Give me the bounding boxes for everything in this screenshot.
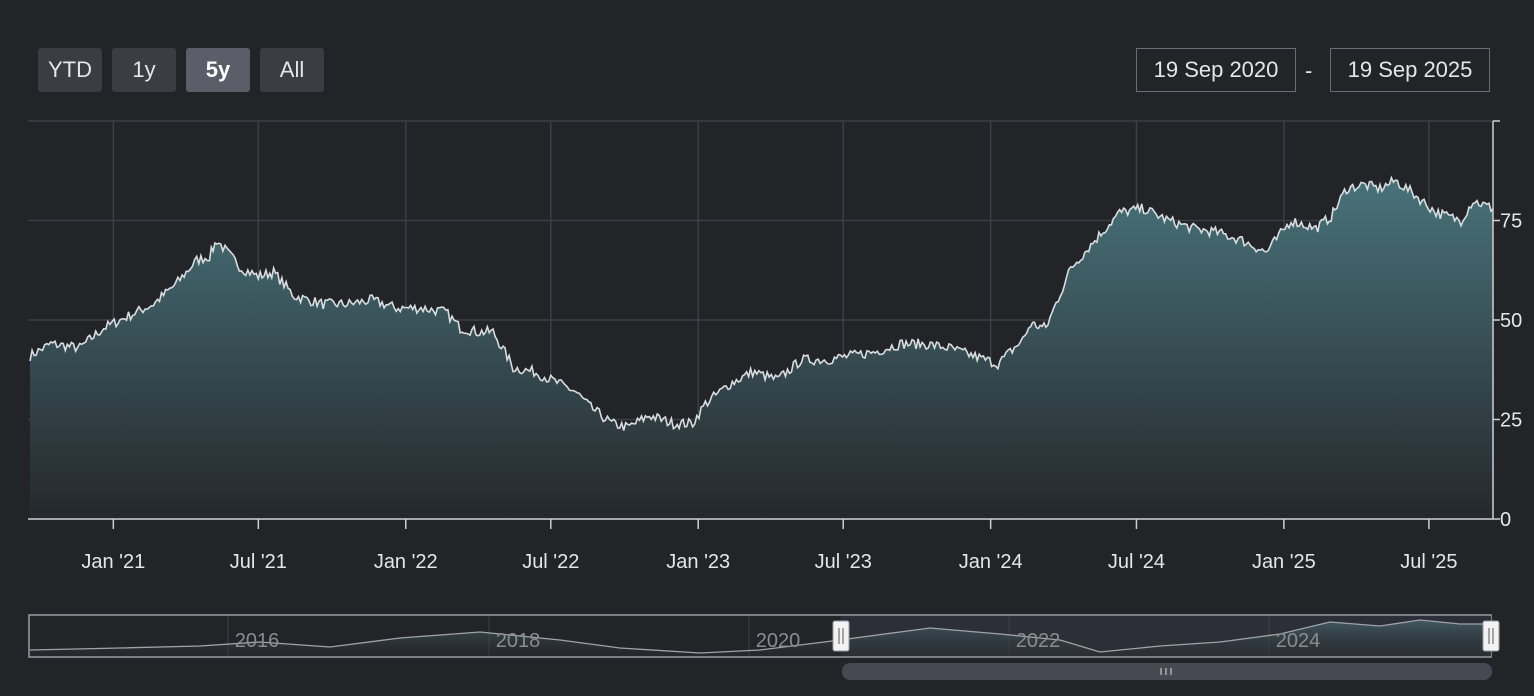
range-button-ytd[interactable]: YTD	[38, 48, 102, 92]
navigator-label: 2016	[235, 630, 280, 652]
x-tick-label: Jan '24	[959, 551, 1023, 573]
x-tick-label: Jul '25	[1400, 551, 1457, 573]
navigator[interactable]: 2016 2018 2020 2022 2024	[28, 614, 1500, 658]
x-tick-label: Jul '23	[815, 551, 872, 573]
range-button-5y[interactable]: 5y	[186, 48, 250, 92]
x-tick-label: Jul '24	[1108, 551, 1165, 573]
navigator-left-handle[interactable]	[832, 620, 850, 652]
x-tick-label: Jul '22	[522, 551, 579, 573]
range-button-all[interactable]: All	[260, 48, 324, 92]
navigator-right-handle[interactable]	[1482, 620, 1500, 652]
x-tick-label: Jul '21	[230, 551, 287, 573]
y-tick-label: 75	[1500, 211, 1522, 233]
to-date-input[interactable]: 19 Sep 2025	[1330, 48, 1490, 92]
from-date-input[interactable]: 19 Sep 2020	[1136, 48, 1296, 92]
navigator-label: 2024	[1276, 630, 1321, 652]
x-tick-label: Jan '22	[374, 551, 438, 573]
scrollbar-thumb[interactable]	[842, 663, 1492, 680]
price-line	[29, 175, 1494, 431]
scrollbar[interactable]	[842, 663, 1492, 680]
date-range-separator: -	[1305, 58, 1313, 83]
axes	[28, 120, 1500, 529]
navigator-label: 2022	[1016, 630, 1061, 652]
x-tick-label: Jan '25	[1252, 551, 1316, 573]
y-tick-label: 0	[1500, 509, 1511, 531]
navigator-label: 2018	[496, 630, 541, 652]
y-tick-label: 25	[1500, 410, 1522, 432]
y-tick-label: 50	[1500, 310, 1522, 332]
price-area	[30, 177, 1493, 519]
x-tick-label: Jan '21	[81, 551, 145, 573]
x-axis-labels: Jan '21 Jul '21 Jan '22 Jul '22 Jan '23 Jul '…	[81, 551, 1457, 573]
x-tick-label: Jan '23	[666, 551, 730, 573]
y-axis-labels: 0 25 50 75	[1500, 211, 1522, 532]
range-button-1y[interactable]: 1y	[112, 48, 176, 92]
navigator-label: 2020	[756, 630, 801, 652]
navigator-area	[30, 620, 1490, 656]
navigator-line	[29, 619, 1490, 654]
